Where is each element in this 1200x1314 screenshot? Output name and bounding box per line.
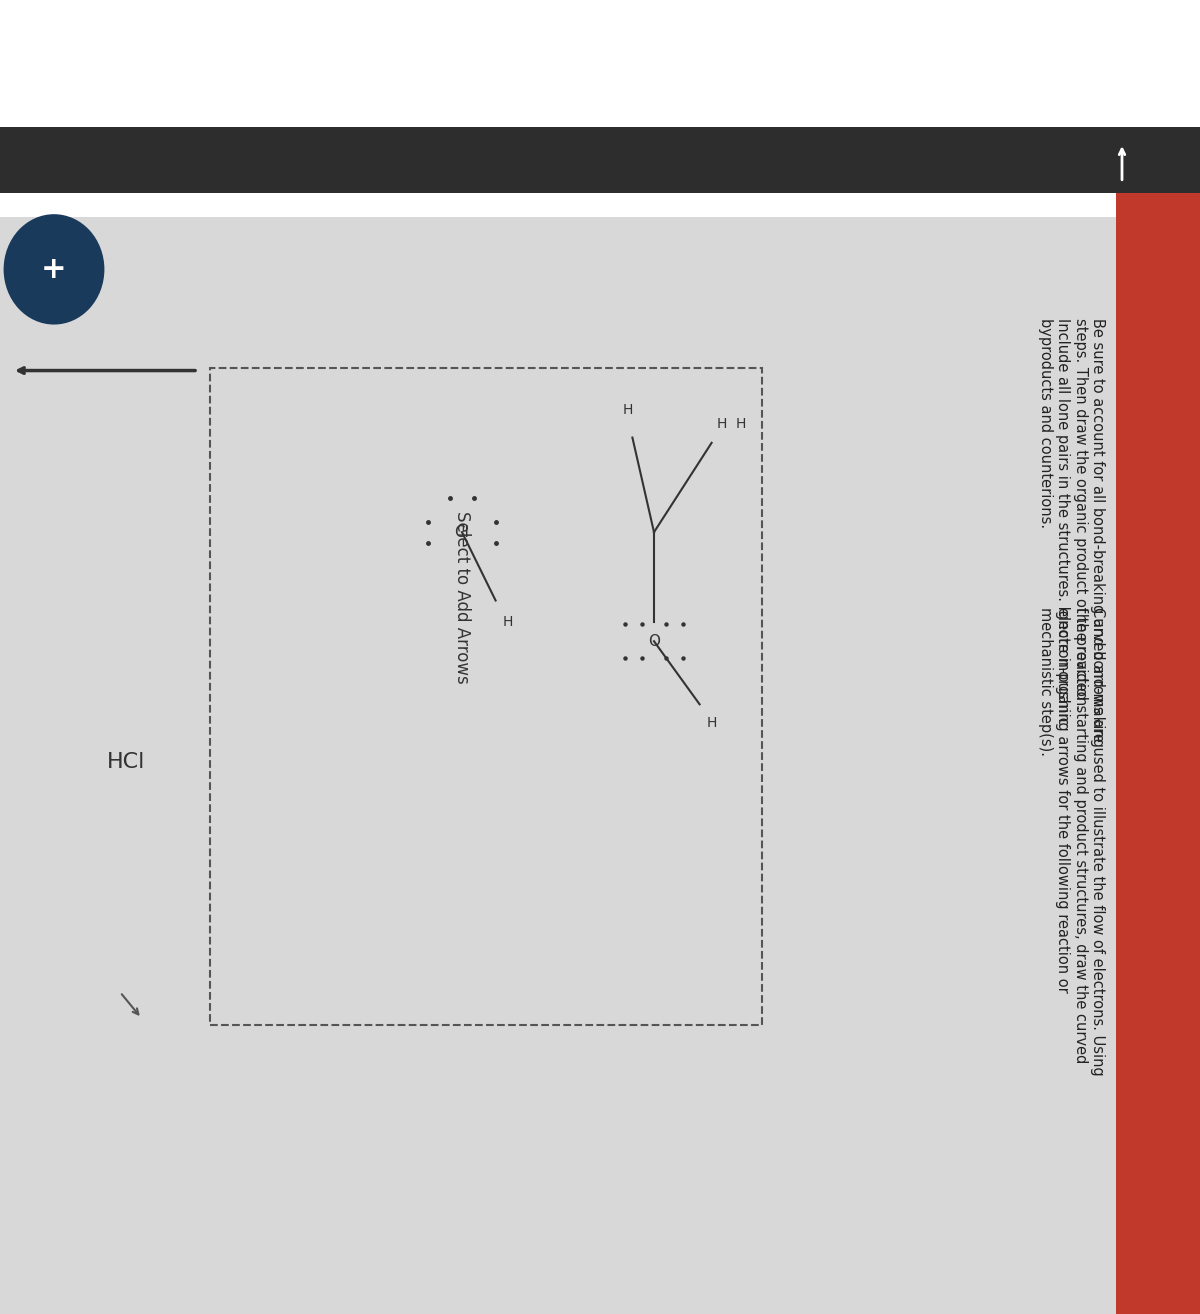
Text: H: H: [623, 402, 632, 417]
Text: H: H: [736, 418, 746, 431]
Text: +: +: [41, 255, 67, 284]
Text: HCl: HCl: [107, 752, 145, 773]
Text: H: H: [716, 418, 727, 431]
Bar: [0, 127, 1200, 193]
Bar: [0, 193, 1200, 1314]
Bar: [210, 368, 762, 1025]
Bar: [1116, 193, 1200, 1314]
Text: Select to Add Arrows: Select to Add Arrows: [454, 511, 470, 685]
Text: Cl: Cl: [455, 524, 469, 540]
Text: H: H: [503, 615, 512, 628]
Circle shape: [4, 214, 104, 325]
Bar: [0, 0, 1200, 217]
Text: H: H: [707, 716, 716, 729]
Text: Be sure to account for all bond-breaking and bond-making
steps. Then draw the or: Be sure to account for all bond-breaking…: [1038, 318, 1105, 746]
Text: O: O: [648, 633, 660, 649]
Text: Curved arrows are used to illustrate the flow of electrons. Using
the provided s: Curved arrows are used to illustrate the…: [1038, 607, 1105, 1075]
